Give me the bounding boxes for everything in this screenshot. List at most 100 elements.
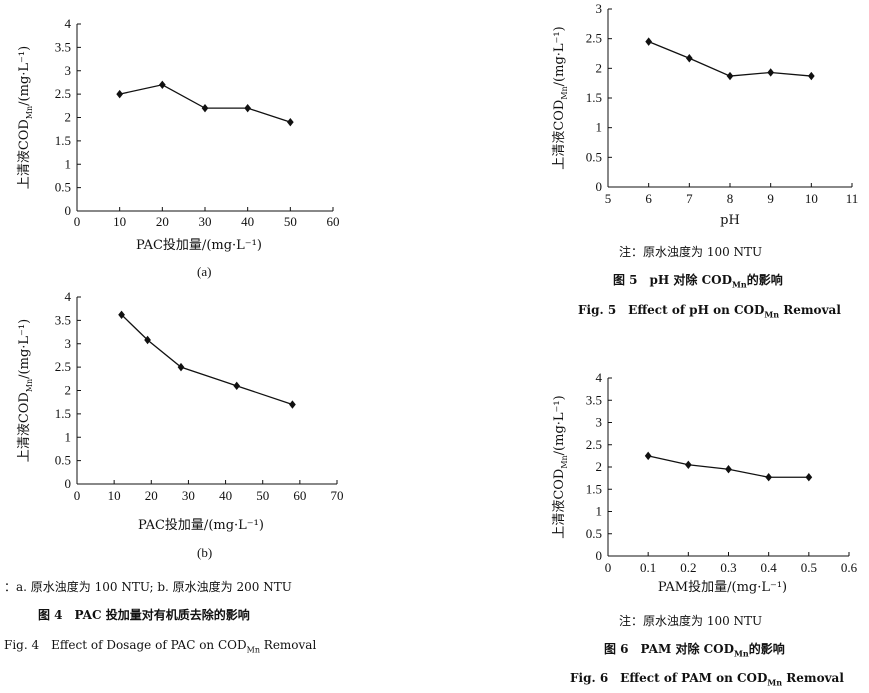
x-tick-label: 0: [74, 488, 81, 503]
x-tick-label: 11: [846, 191, 859, 206]
data-point: [286, 117, 294, 127]
x-tick-label: 0.5: [801, 560, 817, 575]
y-tick-label: 2.5: [586, 31, 602, 46]
y-tick-label: 4: [65, 289, 72, 304]
chart-fig5: 5 6 7 8 9 10 11 0 0.5 1 1.5 2 2.5 3 pH 上清液CODMn/(mg·L⁻¹…: [540, 0, 869, 244]
data-point: [805, 473, 813, 482]
y-tick-label: 1: [596, 504, 603, 519]
x-tick-label: 10: [108, 488, 121, 503]
x-tick-label: 30: [182, 488, 195, 503]
fig4-caption-cn: 图 4 PAC 投加量对有机质去除的影响: [38, 608, 250, 622]
x-axis-title: PAM投加量/(mg·L⁻¹): [658, 579, 787, 595]
y-axis-title: 上清液CODMn/(mg·L⁻¹): [552, 395, 569, 538]
y-tick-label: 3: [596, 415, 603, 430]
fig6-caption-cn: 图 6 PAM 对除 CODMn的影响: [604, 642, 785, 659]
panel-label-a: (a): [197, 264, 212, 279]
y-tick-label: 0: [596, 548, 603, 563]
fig6-caption-en: Fig. 6 Effect of PAM on CODMn Removal: [570, 671, 844, 688]
x-tick-label: 6: [645, 191, 652, 206]
y-tick-label: 2.5: [55, 86, 71, 101]
data-point: [725, 465, 732, 474]
y-tick-label: 2: [596, 60, 603, 75]
series-line: [121, 314, 293, 406]
y-tick-label: 1: [596, 120, 603, 135]
y-tick-label: 3.5: [55, 39, 71, 54]
y-tick-label: 0: [65, 476, 72, 491]
y-tick-label: 2: [596, 459, 603, 474]
fig5-caption-cn: 图 5 pH 对除 CODMn的影响: [613, 273, 783, 290]
fig6-note: 注：原水浊度为 100 NTU: [619, 614, 763, 628]
y-tick-label: 2: [65, 383, 72, 398]
chart-fig6: 0 0.1 0.2 0.3 0.4 0.5 0.6 0 0.5 1 1.5 2 2.5 3 3.5 4 PAM投…: [540, 370, 869, 614]
x-tick-label: 20: [145, 488, 158, 503]
data-point: [244, 103, 252, 113]
chart-svg: 5 6 7 8 9 10 11 0 0.5 1 1.5 2 2.5 3 pH 上清液CODMn/(mg·L⁻¹…: [552, 1, 859, 228]
x-tick-label: 50: [284, 214, 297, 229]
y-tick-label: 2.5: [55, 359, 71, 374]
y-tick-label: 0: [596, 179, 603, 194]
x-tick-label: 0: [605, 560, 612, 575]
x-tick-label: 10: [805, 191, 818, 206]
data-point: [644, 451, 652, 461]
y-tick-label: 1.5: [55, 406, 71, 421]
y-axis-title: 上清液CODMn/(mg·L⁻¹): [552, 26, 569, 169]
data-point: [765, 473, 773, 482]
panel-label-b: (b): [197, 545, 213, 560]
x-tick-label: 40: [241, 214, 254, 229]
y-tick-label: 4: [596, 370, 603, 385]
y-tick-label: 0.5: [586, 149, 602, 164]
data-point: [177, 362, 185, 372]
data-point: [144, 335, 151, 345]
x-tick-label: 20: [156, 214, 169, 229]
y-tick-label: 3: [65, 63, 72, 78]
chart-fig4b: 0 10 20 30 40 50 60 70 0 0.5 1 1.5 2 2.5 3 3.5 4 PAC投加量/(…: [0, 286, 344, 540]
x-tick-label: 0.3: [720, 560, 736, 575]
x-tick-label: 60: [327, 214, 340, 229]
y-tick-label: 3: [596, 1, 603, 16]
x-tick-label: 5: [605, 191, 612, 206]
y-tick-label: 0.5: [586, 526, 602, 541]
y-tick-label: 1.5: [55, 133, 71, 148]
chart-fig4a: 0 10 20 30 40 50 60 0 0.5 1 1.5 2 2.5 3 3.5 4 PAC投加量/(mg…: [0, 0, 340, 264]
y-tick-label: 2.5: [586, 437, 602, 452]
y-tick-label: 3: [65, 336, 72, 351]
y-tick-label: 0.5: [55, 453, 71, 468]
chart-svg: 0 0.1 0.2 0.3 0.4 0.5 0.6 0 0.5 1 1.5 2 2.5 3 3.5 4 PAM投…: [552, 370, 858, 595]
x-tick-label: 0.2: [680, 560, 696, 575]
x-axis-title: PAC投加量/(mg·L⁻¹): [138, 517, 264, 533]
data-point: [807, 71, 815, 81]
x-tick-label: 0.4: [761, 560, 778, 575]
chart-svg: 0 10 20 30 40 50 60 70 0 0.5 1 1.5 2 2.5 3 3.5 4 PAC投加量/(…: [17, 289, 344, 533]
y-tick-label: 1.5: [586, 90, 602, 105]
y-tick-label: 0.5: [55, 180, 71, 195]
x-tick-label: 0.6: [841, 560, 858, 575]
data-point: [767, 68, 775, 77]
data-point: [684, 460, 692, 469]
x-tick-label: 10: [113, 214, 126, 229]
series-line: [648, 41, 812, 77]
fig5-note: 注：原水浊度为 100 NTU: [619, 245, 763, 259]
x-tick-label: 0: [74, 214, 81, 229]
fig4-caption-en: Fig. 4 Effect of Dosage of PAC on CODMn …: [4, 638, 317, 655]
data-point: [233, 381, 241, 391]
y-tick-label: 3.5: [586, 392, 602, 407]
data-point: [289, 400, 296, 409]
x-tick-label: 0.1: [640, 560, 656, 575]
y-axis-title: 上清液CODMn/(mg·L⁻¹): [17, 46, 34, 189]
data-point: [685, 54, 693, 63]
y-tick-label: 0: [65, 203, 72, 218]
y-tick-label: 1: [65, 429, 72, 444]
chart-svg: 0 10 20 30 40 50 60 0 0.5 1 1.5 2 2.5 3 3.5 4 PAC投加量/(mg…: [17, 16, 340, 253]
x-tick-label: 9: [767, 191, 774, 206]
x-tick-label: 30: [199, 214, 212, 229]
x-tick-label: 7: [686, 191, 693, 206]
x-tick-label: 60: [293, 488, 306, 503]
data-point: [116, 89, 124, 99]
data-point: [645, 37, 653, 46]
x-tick-label: 70: [331, 488, 344, 503]
data-point: [201, 103, 209, 113]
fig5-caption-en: Fig. 5 Effect of pH on CODMn Removal: [578, 303, 841, 320]
y-tick-label: 1: [65, 156, 72, 171]
series-line: [119, 84, 291, 123]
y-tick-label: 4: [65, 16, 72, 31]
